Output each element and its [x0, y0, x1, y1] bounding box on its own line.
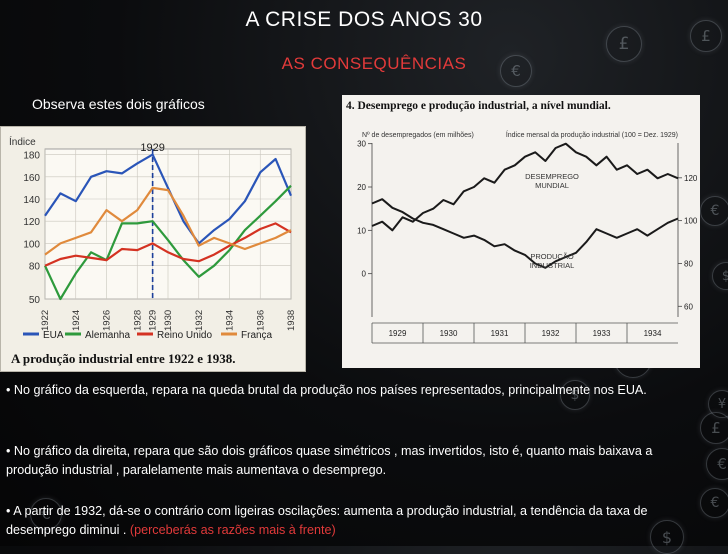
series-label-unemployment-1: DESEMPREGO — [525, 172, 579, 181]
industrial-production-chart-panel: 50 80 100 120 140 160 180 1922 1924 1926 1928 1929 1… — [0, 126, 306, 372]
y-tick-label: 80 — [29, 262, 41, 273]
y-tick-label: 120 — [23, 217, 40, 228]
series-line-alemanha — [44, 184, 292, 301]
currency-coin-icon: € — [500, 55, 532, 87]
bullet-3: • — [6, 504, 11, 518]
industrial-production-chart: 50 80 100 120 140 160 180 1922 1924 1926 1928 1929 1… — [9, 135, 297, 366]
legend-label: EUA — [43, 330, 64, 341]
y-tick-label: 0 — [362, 270, 367, 279]
world-unemployment-chart: 4. Desemprego e produção industrial, a n… — [346, 100, 698, 344]
series-label-unemployment-2: MUNDIAL — [535, 181, 569, 190]
unemployment-line — [371, 142, 679, 232]
y2-tick-label: 100 — [684, 217, 698, 226]
x-tick-label: 1930 — [163, 310, 174, 331]
x-tick-label: 1932 — [194, 310, 205, 331]
y-tick-label: 160 — [23, 173, 40, 184]
y-tick-label: 20 — [357, 183, 366, 192]
x-tick-label: 1936 — [255, 310, 266, 331]
y2-tick-label: 60 — [684, 302, 693, 311]
x-tick-label: 1930 — [440, 329, 458, 338]
paragraph-2: • No gráfico da direita, repara que são … — [6, 442, 694, 480]
y-tick-label: 180 — [23, 151, 40, 162]
currency-coin-icon: $ — [712, 262, 728, 290]
currency-coin-icon: $ — [560, 380, 590, 410]
currency-coin-icon: € — [700, 196, 728, 226]
x-tick-label: 1929 — [389, 329, 407, 338]
x-tick-label: 1932 — [542, 329, 560, 338]
world-unemployment-chart-panel: 4. Desemprego e produção industrial, a n… — [342, 95, 700, 368]
y-axis-label: Índice — [9, 135, 36, 148]
legend-label: Alemanha — [85, 330, 130, 341]
y-tick-label: 30 — [357, 140, 366, 149]
legend-label: França — [241, 330, 273, 341]
legend-label: Reino Unido — [157, 330, 212, 341]
paragraph-2-text: No gráfico da direita, repara que são do… — [6, 444, 653, 477]
production-line — [371, 198, 679, 269]
x-tick-label: 1926 — [102, 310, 113, 331]
paragraph-3-highlight: (perceberás as razões mais à frente) — [129, 523, 336, 537]
currency-coin-icon: £ — [690, 20, 722, 52]
y-tick-label: 50 — [29, 295, 41, 306]
series-line-frança — [44, 186, 292, 256]
x-tick-label: 1931 — [491, 329, 509, 338]
y-axis-label: Nº de desempregados (em milhões) — [362, 132, 474, 139]
currency-coin-icon: £ — [606, 26, 642, 62]
bullet-1: • — [6, 383, 11, 397]
paragraph-1: • No gráfico da esquerda, repara na qued… — [6, 381, 694, 400]
currency-coin-icon: € — [30, 498, 62, 530]
chart-title: 4. Desemprego e produção industrial, a n… — [346, 100, 611, 112]
x-tick-label: 1928 — [132, 310, 143, 331]
series-line-eua — [44, 153, 293, 245]
x-tick-label: 1934 — [644, 329, 662, 338]
paragraph-3-text: A partir de 1932, dá-se o contrário com … — [6, 504, 648, 537]
currency-coin-icon: € — [700, 488, 728, 518]
x-tick-label: 1938 — [286, 310, 297, 331]
x-tick-label: 1929 — [148, 310, 159, 331]
y-tick-label: 100 — [23, 239, 40, 250]
y2-tick-label: 120 — [684, 174, 698, 183]
series-label-production-2: INDUSTRIAL — [530, 261, 575, 270]
annotation-label: 1929 — [140, 142, 164, 154]
x-tick-label: 1922 — [40, 310, 51, 331]
currency-coin-icon: € — [706, 448, 728, 480]
bullet-2: • — [6, 444, 11, 458]
y-tick-label: 140 — [23, 195, 40, 206]
slide-title: A CRISE DOS ANOS 30 — [245, 8, 483, 31]
slide-subtitle: AS CONSEQUÊNCIAS — [281, 54, 467, 73]
chart-title: A produção industrial entre 1922 e 1938. — [11, 351, 236, 366]
intro-text: Observa estes dois gráficos — [32, 96, 205, 112]
currency-coin-icon: £ — [700, 412, 728, 444]
x-tick-label: 1924 — [71, 310, 82, 331]
x-tick-label: 1933 — [593, 329, 611, 338]
series-line-reino-unido — [44, 222, 292, 267]
y-tick-label: 10 — [357, 226, 366, 235]
y2-tick-label: 80 — [684, 259, 693, 268]
x-tick-label: 1934 — [225, 310, 236, 331]
series-label-production-1: PRODUÇÃO — [530, 252, 574, 261]
y2-axis-label: Índice mensal da produção industrial (10… — [506, 130, 678, 139]
paragraph-3: • A partir de 1932, dá-se o contrário co… — [6, 502, 694, 540]
paragraph-1-text: No gráfico da esquerda, repara na queda … — [13, 383, 647, 397]
